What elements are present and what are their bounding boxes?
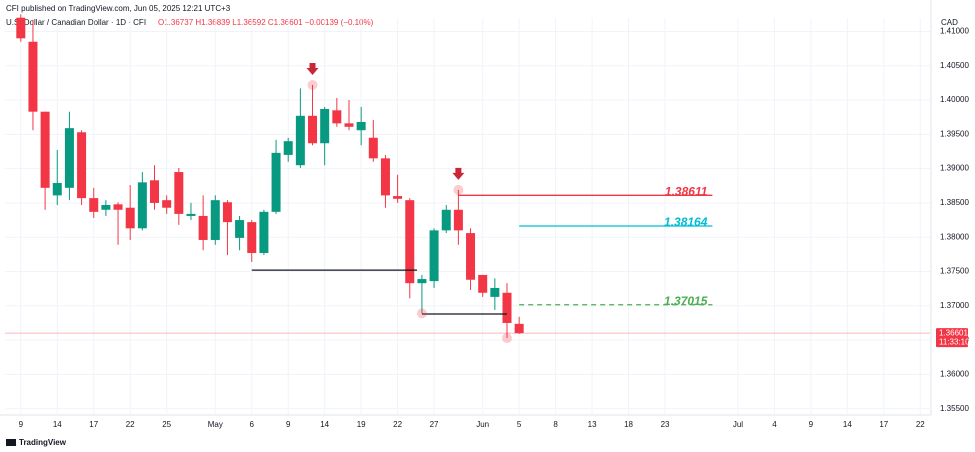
y-tick-label: 1.41000: [940, 27, 969, 36]
candle-body: [52, 183, 62, 196]
high-marker: [307, 79, 318, 90]
x-tick-label: 22: [393, 420, 402, 429]
candle-body: [417, 279, 427, 284]
low-marker: [502, 333, 513, 344]
down-arrow: [306, 62, 319, 75]
candle-body: [490, 287, 500, 297]
x-tick-label: 4: [772, 420, 777, 429]
candle-body: [162, 200, 172, 208]
x-tick-label: 9: [19, 420, 24, 429]
candle-body: [441, 209, 451, 231]
candle-body: [101, 204, 111, 210]
candle-body: [89, 198, 99, 212]
x-tick-label: 22: [916, 420, 925, 429]
quote-text: O1.36737 H1.36839 L1.36592 C1.36601 −0.0…: [158, 18, 374, 27]
y-tick-label: 1.40000: [940, 95, 969, 104]
candle-body: [186, 213, 196, 216]
x-tick-label: 14: [320, 420, 329, 429]
y-tick-label: 1.37000: [940, 301, 969, 310]
y-tick-label: 1.40500: [940, 61, 969, 70]
candle-body: [405, 200, 415, 284]
price-tag-countdown: 11:33:10: [939, 337, 970, 346]
logo-icon: [6, 439, 16, 446]
candle-body: [320, 108, 330, 144]
candle-body: [247, 222, 257, 253]
x-tick-label: 9: [809, 420, 814, 429]
x-tick-label: 9: [286, 420, 291, 429]
x-tick-label: 17: [89, 420, 98, 429]
high-marker: [453, 184, 464, 195]
level-label: 1.37015: [664, 294, 708, 308]
candle-body: [222, 202, 232, 223]
candle-body: [235, 220, 245, 238]
candle-body: [271, 152, 281, 212]
x-tick-label: 18: [624, 420, 633, 429]
y-tick-label: 1.36000: [940, 370, 969, 379]
candle-body: [150, 180, 160, 203]
candle-body: [137, 182, 147, 229]
candle-body: [16, 17, 26, 39]
price-tag: [936, 328, 968, 348]
x-tick-label: Jun: [476, 420, 489, 429]
candle-body: [198, 215, 208, 240]
x-tick-label: 6: [250, 420, 255, 429]
low-marker: [416, 308, 427, 319]
candle-body: [283, 141, 293, 155]
currency: CAD: [941, 18, 958, 27]
x-tick-label: 22: [126, 420, 135, 429]
x-tick-label: 17: [879, 420, 888, 429]
symbol-text: U.S. Dollar / Canadian Dollar · 1D · CFI: [6, 18, 146, 27]
candle-body: [174, 172, 184, 214]
candle-body: [453, 209, 463, 231]
candle-body: [64, 128, 74, 188]
candle-body: [77, 132, 87, 199]
level-label: 1.38611: [665, 184, 708, 198]
x-tick-label: May: [208, 420, 223, 429]
logo: TradingView: [6, 438, 67, 447]
level-label: 1.38164: [664, 215, 708, 229]
candle-body: [28, 41, 38, 112]
y-tick-label: 1.38500: [940, 198, 969, 207]
brand: TradingView: [19, 438, 67, 447]
x-tick-label: 19: [357, 420, 366, 429]
x-tick-label: 14: [53, 420, 62, 429]
candle-body: [210, 200, 220, 240]
down-arrow: [452, 167, 465, 180]
x-tick-label: 23: [661, 420, 670, 429]
published-text: CFI published on TradingView.com, Jun 05…: [6, 4, 231, 13]
y-tick-label: 1.39000: [940, 164, 969, 173]
candle-body: [393, 196, 403, 199]
candle-body: [478, 274, 488, 293]
price-tag-value: 1.36601: [939, 328, 968, 337]
x-tick-label: 13: [588, 420, 597, 429]
y-tick-label: 1.35500: [940, 404, 969, 413]
x-tick-label: 5: [517, 420, 522, 429]
candle-body: [380, 158, 390, 196]
y-tick-label: 1.37500: [940, 267, 969, 276]
x-tick-label: Jul: [733, 420, 743, 429]
candle-body: [259, 211, 269, 253]
candle-body: [332, 110, 342, 124]
candle-body: [113, 204, 123, 210]
x-tick-label: 8: [553, 420, 558, 429]
candle-body: [356, 121, 366, 131]
candle-body: [368, 137, 378, 159]
x-tick-label: 25: [162, 420, 171, 429]
y-tick-label: 1.38000: [940, 232, 969, 241]
x-tick-label: 14: [843, 420, 852, 429]
candle-body: [344, 123, 354, 127]
candle-body: [40, 111, 50, 188]
candle-body: [466, 233, 476, 280]
x-tick-label: 27: [430, 420, 439, 429]
candle-body: [295, 115, 305, 166]
candle-body: [514, 323, 524, 334]
candle-body: [308, 115, 318, 144]
candle-body: [429, 230, 439, 282]
candle-body: [125, 207, 135, 229]
y-tick-label: 1.39500: [940, 129, 969, 138]
candle-body: [502, 292, 512, 323]
